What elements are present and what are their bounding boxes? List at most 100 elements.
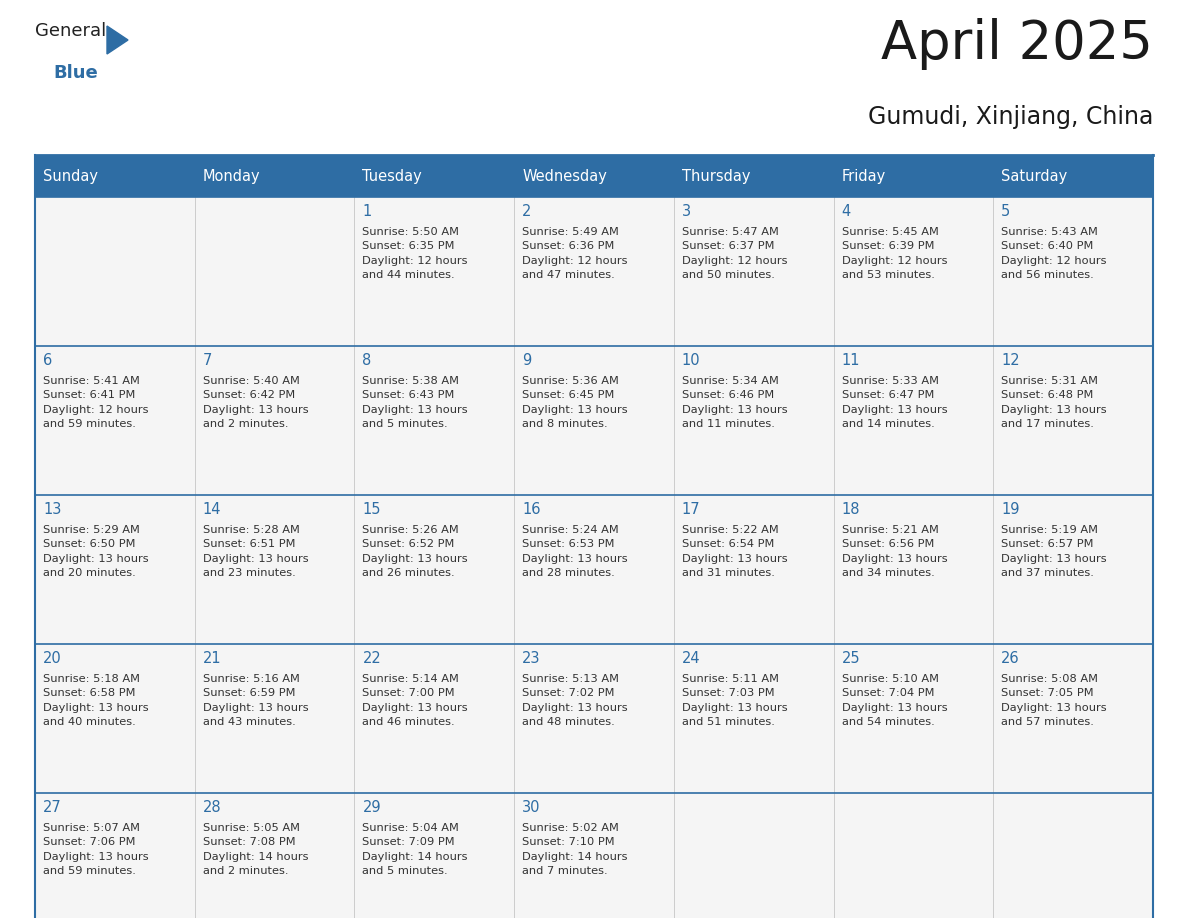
FancyBboxPatch shape: [514, 346, 674, 495]
Text: General: General: [34, 22, 106, 40]
FancyBboxPatch shape: [514, 197, 674, 346]
Polygon shape: [107, 26, 128, 54]
Text: Sunrise: 5:19 AM
Sunset: 6:57 PM
Daylight: 13 hours
and 37 minutes.: Sunrise: 5:19 AM Sunset: 6:57 PM Dayligh…: [1001, 525, 1107, 578]
FancyBboxPatch shape: [674, 495, 834, 644]
Text: 13: 13: [43, 502, 62, 517]
FancyBboxPatch shape: [195, 346, 354, 495]
FancyBboxPatch shape: [195, 793, 354, 918]
Text: 8: 8: [362, 353, 372, 368]
Text: Sunrise: 5:50 AM
Sunset: 6:35 PM
Daylight: 12 hours
and 44 minutes.: Sunrise: 5:50 AM Sunset: 6:35 PM Dayligh…: [362, 227, 468, 280]
FancyBboxPatch shape: [834, 793, 993, 918]
FancyBboxPatch shape: [354, 155, 514, 197]
Text: 23: 23: [523, 651, 541, 666]
FancyBboxPatch shape: [354, 793, 514, 918]
FancyBboxPatch shape: [354, 197, 514, 346]
FancyBboxPatch shape: [674, 155, 834, 197]
FancyBboxPatch shape: [834, 346, 993, 495]
Text: Friday: Friday: [841, 169, 886, 184]
FancyBboxPatch shape: [674, 346, 834, 495]
Text: Sunrise: 5:45 AM
Sunset: 6:39 PM
Daylight: 12 hours
and 53 minutes.: Sunrise: 5:45 AM Sunset: 6:39 PM Dayligh…: [841, 227, 947, 280]
Text: Gumudi, Xinjiang, China: Gumudi, Xinjiang, China: [867, 105, 1154, 129]
Text: 9: 9: [523, 353, 531, 368]
Text: 3: 3: [682, 204, 691, 219]
FancyBboxPatch shape: [834, 197, 993, 346]
Text: 25: 25: [841, 651, 860, 666]
Text: Sunrise: 5:33 AM
Sunset: 6:47 PM
Daylight: 13 hours
and 14 minutes.: Sunrise: 5:33 AM Sunset: 6:47 PM Dayligh…: [841, 376, 947, 430]
Text: April 2025: April 2025: [881, 18, 1154, 70]
Text: Sunrise: 5:18 AM
Sunset: 6:58 PM
Daylight: 13 hours
and 40 minutes.: Sunrise: 5:18 AM Sunset: 6:58 PM Dayligh…: [43, 674, 148, 727]
Text: 11: 11: [841, 353, 860, 368]
FancyBboxPatch shape: [674, 197, 834, 346]
Text: Sunrise: 5:04 AM
Sunset: 7:09 PM
Daylight: 14 hours
and 5 minutes.: Sunrise: 5:04 AM Sunset: 7:09 PM Dayligh…: [362, 823, 468, 876]
FancyBboxPatch shape: [34, 495, 195, 644]
Text: Sunrise: 5:13 AM
Sunset: 7:02 PM
Daylight: 13 hours
and 48 minutes.: Sunrise: 5:13 AM Sunset: 7:02 PM Dayligh…: [523, 674, 627, 727]
Text: Monday: Monday: [203, 169, 260, 184]
FancyBboxPatch shape: [195, 495, 354, 644]
Text: 20: 20: [43, 651, 62, 666]
Text: Sunrise: 5:34 AM
Sunset: 6:46 PM
Daylight: 13 hours
and 11 minutes.: Sunrise: 5:34 AM Sunset: 6:46 PM Dayligh…: [682, 376, 788, 430]
FancyBboxPatch shape: [834, 644, 993, 793]
Text: 18: 18: [841, 502, 860, 517]
FancyBboxPatch shape: [834, 155, 993, 197]
Text: Saturday: Saturday: [1001, 169, 1068, 184]
Text: Sunrise: 5:38 AM
Sunset: 6:43 PM
Daylight: 13 hours
and 5 minutes.: Sunrise: 5:38 AM Sunset: 6:43 PM Dayligh…: [362, 376, 468, 430]
FancyBboxPatch shape: [195, 197, 354, 346]
FancyBboxPatch shape: [993, 495, 1154, 644]
Text: Sunrise: 5:14 AM
Sunset: 7:00 PM
Daylight: 13 hours
and 46 minutes.: Sunrise: 5:14 AM Sunset: 7:00 PM Dayligh…: [362, 674, 468, 727]
FancyBboxPatch shape: [354, 644, 514, 793]
FancyBboxPatch shape: [354, 495, 514, 644]
Text: 27: 27: [43, 800, 62, 815]
Text: Sunrise: 5:47 AM
Sunset: 6:37 PM
Daylight: 12 hours
and 50 minutes.: Sunrise: 5:47 AM Sunset: 6:37 PM Dayligh…: [682, 227, 788, 280]
Text: Sunrise: 5:21 AM
Sunset: 6:56 PM
Daylight: 13 hours
and 34 minutes.: Sunrise: 5:21 AM Sunset: 6:56 PM Dayligh…: [841, 525, 947, 578]
Text: Sunrise: 5:07 AM
Sunset: 7:06 PM
Daylight: 13 hours
and 59 minutes.: Sunrise: 5:07 AM Sunset: 7:06 PM Dayligh…: [43, 823, 148, 876]
FancyBboxPatch shape: [354, 346, 514, 495]
Text: 22: 22: [362, 651, 381, 666]
Text: Sunrise: 5:31 AM
Sunset: 6:48 PM
Daylight: 13 hours
and 17 minutes.: Sunrise: 5:31 AM Sunset: 6:48 PM Dayligh…: [1001, 376, 1107, 430]
FancyBboxPatch shape: [195, 155, 354, 197]
Text: 12: 12: [1001, 353, 1020, 368]
FancyBboxPatch shape: [674, 644, 834, 793]
FancyBboxPatch shape: [195, 644, 354, 793]
Text: Sunrise: 5:08 AM
Sunset: 7:05 PM
Daylight: 13 hours
and 57 minutes.: Sunrise: 5:08 AM Sunset: 7:05 PM Dayligh…: [1001, 674, 1107, 727]
Text: 2: 2: [523, 204, 531, 219]
Text: 6: 6: [43, 353, 52, 368]
Text: Sunrise: 5:40 AM
Sunset: 6:42 PM
Daylight: 13 hours
and 2 minutes.: Sunrise: 5:40 AM Sunset: 6:42 PM Dayligh…: [203, 376, 309, 430]
Text: Sunrise: 5:36 AM
Sunset: 6:45 PM
Daylight: 13 hours
and 8 minutes.: Sunrise: 5:36 AM Sunset: 6:45 PM Dayligh…: [523, 376, 627, 430]
FancyBboxPatch shape: [34, 793, 195, 918]
Text: 24: 24: [682, 651, 701, 666]
Text: 26: 26: [1001, 651, 1020, 666]
FancyBboxPatch shape: [993, 644, 1154, 793]
Text: Sunrise: 5:29 AM
Sunset: 6:50 PM
Daylight: 13 hours
and 20 minutes.: Sunrise: 5:29 AM Sunset: 6:50 PM Dayligh…: [43, 525, 148, 578]
FancyBboxPatch shape: [674, 793, 834, 918]
Text: Thursday: Thursday: [682, 169, 751, 184]
Text: Blue: Blue: [53, 64, 97, 82]
FancyBboxPatch shape: [993, 346, 1154, 495]
Text: Sunday: Sunday: [43, 169, 97, 184]
Text: Tuesday: Tuesday: [362, 169, 422, 184]
FancyBboxPatch shape: [993, 793, 1154, 918]
FancyBboxPatch shape: [34, 155, 195, 197]
Text: Wednesday: Wednesday: [523, 169, 607, 184]
Text: 19: 19: [1001, 502, 1019, 517]
Text: 30: 30: [523, 800, 541, 815]
Text: 29: 29: [362, 800, 381, 815]
Text: Sunrise: 5:26 AM
Sunset: 6:52 PM
Daylight: 13 hours
and 26 minutes.: Sunrise: 5:26 AM Sunset: 6:52 PM Dayligh…: [362, 525, 468, 578]
FancyBboxPatch shape: [993, 197, 1154, 346]
Text: 28: 28: [203, 800, 221, 815]
FancyBboxPatch shape: [514, 495, 674, 644]
Text: 15: 15: [362, 502, 381, 517]
Text: Sunrise: 5:02 AM
Sunset: 7:10 PM
Daylight: 14 hours
and 7 minutes.: Sunrise: 5:02 AM Sunset: 7:10 PM Dayligh…: [523, 823, 627, 876]
FancyBboxPatch shape: [514, 644, 674, 793]
Text: Sunrise: 5:05 AM
Sunset: 7:08 PM
Daylight: 14 hours
and 2 minutes.: Sunrise: 5:05 AM Sunset: 7:08 PM Dayligh…: [203, 823, 308, 876]
Text: Sunrise: 5:22 AM
Sunset: 6:54 PM
Daylight: 13 hours
and 31 minutes.: Sunrise: 5:22 AM Sunset: 6:54 PM Dayligh…: [682, 525, 788, 578]
Text: 21: 21: [203, 651, 221, 666]
Text: 17: 17: [682, 502, 701, 517]
Text: Sunrise: 5:49 AM
Sunset: 6:36 PM
Daylight: 12 hours
and 47 minutes.: Sunrise: 5:49 AM Sunset: 6:36 PM Dayligh…: [523, 227, 627, 280]
Text: Sunrise: 5:24 AM
Sunset: 6:53 PM
Daylight: 13 hours
and 28 minutes.: Sunrise: 5:24 AM Sunset: 6:53 PM Dayligh…: [523, 525, 627, 578]
Text: 1: 1: [362, 204, 372, 219]
FancyBboxPatch shape: [34, 346, 195, 495]
Text: 14: 14: [203, 502, 221, 517]
Text: Sunrise: 5:28 AM
Sunset: 6:51 PM
Daylight: 13 hours
and 23 minutes.: Sunrise: 5:28 AM Sunset: 6:51 PM Dayligh…: [203, 525, 309, 578]
FancyBboxPatch shape: [514, 793, 674, 918]
Text: Sunrise: 5:41 AM
Sunset: 6:41 PM
Daylight: 12 hours
and 59 minutes.: Sunrise: 5:41 AM Sunset: 6:41 PM Dayligh…: [43, 376, 148, 430]
